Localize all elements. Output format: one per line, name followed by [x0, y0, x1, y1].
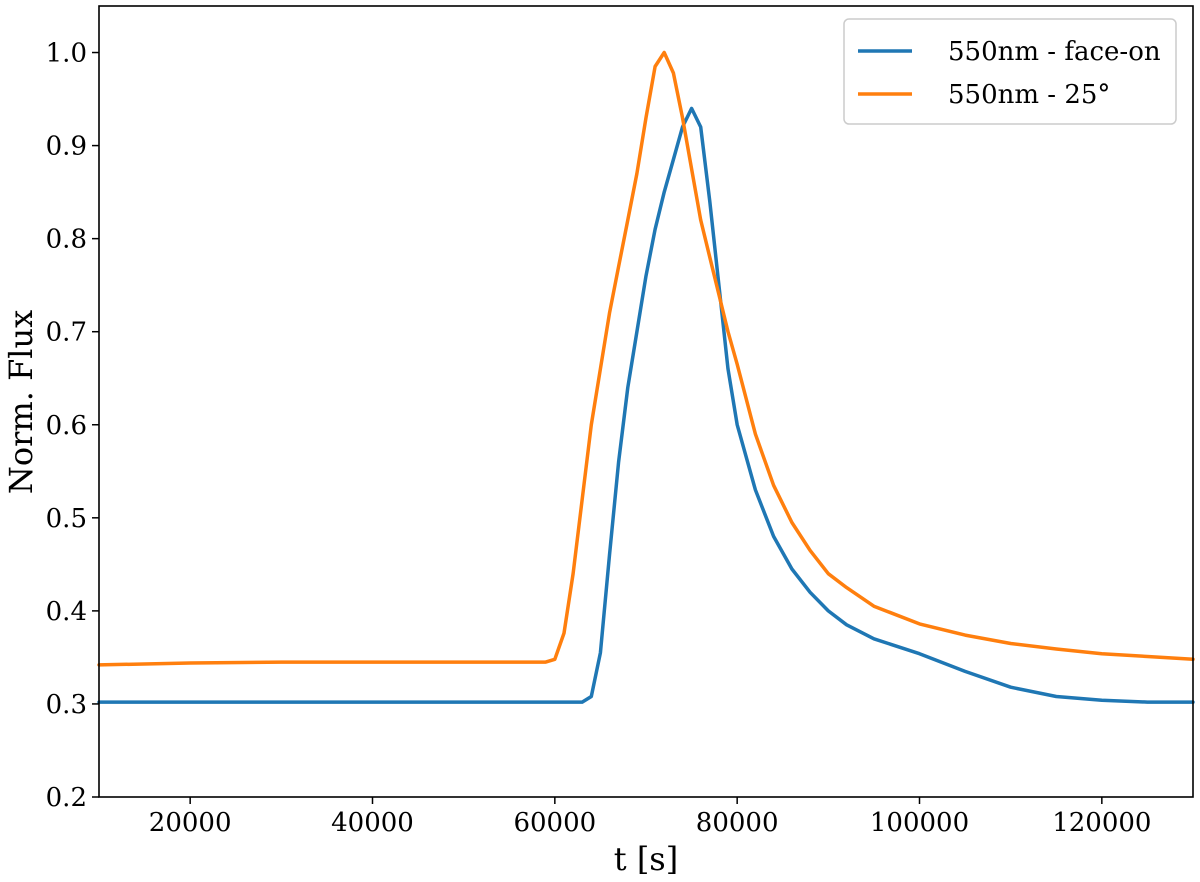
- legend-label-0: 550nm - face-on: [948, 37, 1161, 67]
- x-tick-label: 120000: [1052, 808, 1151, 838]
- y-tick-label: 0.9: [46, 132, 87, 162]
- plot-background: [99, 6, 1193, 797]
- y-tick-label: 0.2: [46, 783, 87, 813]
- series-line-0: [97, 106, 1195, 704]
- y-axis: 0.2 0.3 0.4 0.5 0.6 0.7 0.8 0.9 1.0: [46, 39, 99, 813]
- y-tick-label: 1.0: [46, 39, 87, 69]
- y-tick-label: 0.3: [46, 690, 87, 720]
- y-tick-label: 0.5: [46, 504, 87, 534]
- y-tick-label: 0.4: [46, 597, 87, 627]
- y-tick-label: 0.8: [46, 225, 87, 255]
- series-line-1: [97, 50, 1195, 667]
- y-axis-label: Norm. Flux: [2, 310, 40, 494]
- x-tick-label: 20000: [149, 808, 232, 838]
- x-tick-label: 100000: [870, 808, 969, 838]
- x-tick-label: 80000: [696, 808, 779, 838]
- legend-label-1: 550nm - 25°: [948, 80, 1110, 110]
- series-layer: [97, 50, 1195, 704]
- legend: 550nm - face-on 550nm - 25°: [843, 18, 1177, 125]
- legend-box: [843, 18, 1177, 125]
- x-axis-label: t [s]: [614, 840, 678, 878]
- y-tick-label: 0.7: [46, 318, 87, 348]
- x-tick-label: 60000: [513, 808, 596, 838]
- x-axis: 20000 40000 60000 80000 100000 120000: [149, 797, 1151, 838]
- y-tick-label: 0.6: [46, 411, 87, 441]
- x-tick-label: 40000: [331, 808, 414, 838]
- plot-frame: [98, 5, 1194, 798]
